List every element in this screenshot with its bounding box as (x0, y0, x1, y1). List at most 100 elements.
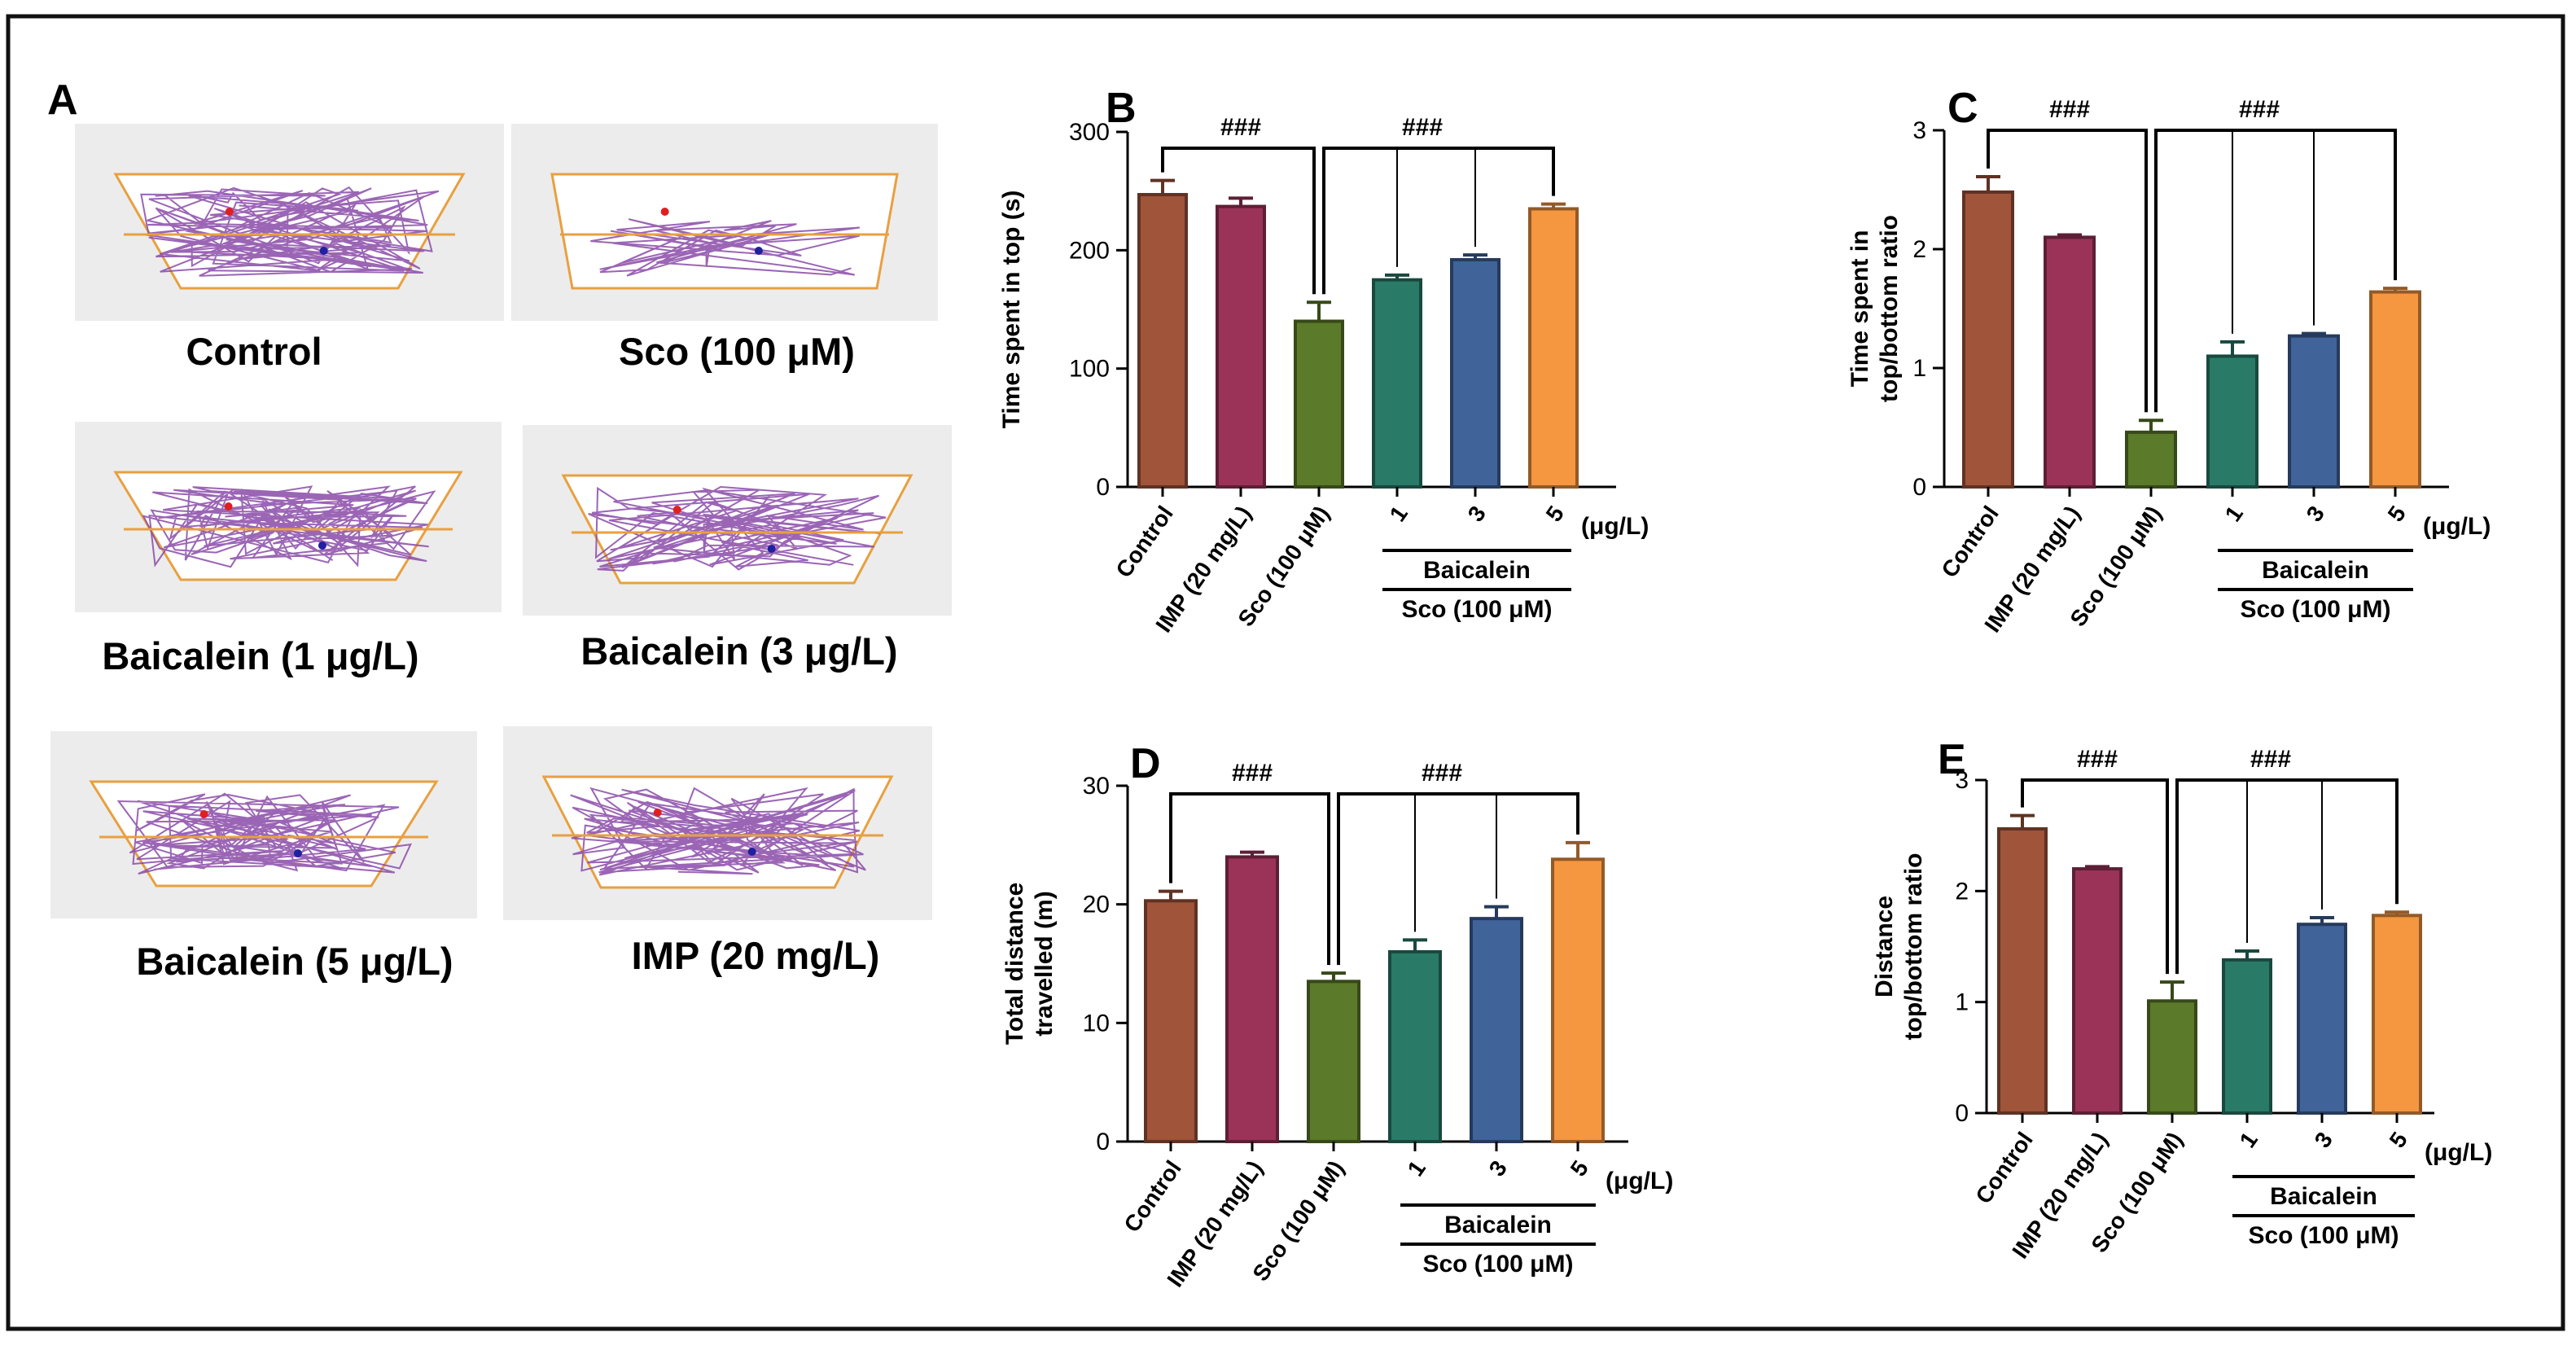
x-tick-label-c-0: Control (1936, 502, 2003, 582)
sig-label-1-c: ### (2049, 96, 2090, 123)
end-marker-control (319, 247, 328, 255)
sig-label-1-b: ### (1220, 114, 1261, 141)
x-tick-label-c-5: 5 (2383, 502, 2411, 527)
bar-c-4 (2288, 334, 2340, 489)
bar-b-3 (1372, 278, 1422, 489)
bar-b-4 (1450, 257, 1500, 489)
bar-b-0 (1137, 193, 1188, 489)
swim-path-control (140, 186, 440, 277)
unit-label-c: (μg/L) (2423, 513, 2491, 540)
y-tick-label-e-2: 2 (1955, 878, 1969, 905)
unit-label-d: (μg/L) (1606, 1168, 1673, 1194)
y-tick-label-c-0: 0 (1912, 474, 1926, 501)
x-tick-label-e-5: 5 (2385, 1128, 2412, 1153)
track-label-control: Control (186, 330, 322, 373)
start-marker-control (225, 208, 234, 216)
y-tick-label-d-0: 0 (1096, 1129, 1110, 1155)
x-tick-label-e-4: 3 (2310, 1128, 2337, 1153)
sig-label-2-d: ### (1422, 760, 1462, 787)
bar-e-3 (2222, 958, 2272, 1115)
y-tick-label-d-2: 20 (1083, 892, 1110, 918)
figure-border (6, 14, 2565, 1331)
end-marker-baicalein3 (767, 545, 776, 553)
bar-c-2 (2125, 430, 2177, 489)
track-panels (50, 124, 952, 920)
y-axis-title-line-d-0: Total distance (1001, 883, 1028, 1045)
sig-bracket-2-b (1322, 147, 1555, 295)
y-axis-title-line-e-1: top/bottom ratio (1900, 853, 1927, 1041)
bar-d-4 (1470, 917, 1523, 1143)
bar-e-1 (2072, 867, 2123, 1115)
bar-e-4 (2297, 923, 2347, 1115)
swim-path-imp (570, 787, 866, 876)
y-tick-label-b-3: 300 (1069, 119, 1110, 146)
y-tick-label-b-2: 200 (1069, 237, 1110, 264)
y-tick-label-b-1: 100 (1069, 356, 1110, 383)
sig-bracket-1-b (1161, 147, 1316, 295)
bar-e-5 (2372, 914, 2422, 1115)
bar-c-3 (2206, 354, 2258, 489)
swim-path-sco (590, 218, 861, 277)
start-marker-baicalein5 (199, 810, 208, 818)
unit-label-e: (μg/L) (2425, 1139, 2492, 1166)
x-tick-label-b-4: 3 (1463, 502, 1491, 527)
label-e: E (1938, 736, 1966, 783)
x-tick-label-e-0: Control (1970, 1128, 2037, 1208)
y-tick-label-e-0: 0 (1955, 1100, 1969, 1127)
bar-b-5 (1528, 207, 1579, 489)
label-b: B (1106, 85, 1137, 132)
swim-path-baicalein3 (588, 485, 887, 572)
bar-d-1 (1225, 855, 1279, 1144)
x-tick-label-c-4: 3 (2302, 502, 2329, 527)
track-label-baicalein1: Baicalein (1 μg/L) (102, 634, 418, 677)
y-tick-label-c-2: 2 (1912, 236, 1926, 263)
sig-bracket-1-e (2021, 778, 2169, 975)
baicalein-label-c: Baicalein (2262, 557, 2369, 584)
start-marker-sco (660, 208, 669, 216)
y-axis-title-line-b-0: Time spent in top (s) (998, 191, 1025, 429)
start-marker-baicalein1 (224, 502, 233, 511)
start-marker-imp (653, 809, 662, 817)
track-label-baicalein3: Baicalein (3 μg/L) (580, 629, 897, 673)
x-tick-label-b-0: Control (1111, 502, 1177, 582)
y-tick-label-c-3: 3 (1912, 117, 1926, 144)
bar-b-1 (1216, 204, 1266, 489)
sig-bracket-1-c (1987, 129, 2148, 413)
bar-d-5 (1551, 857, 1605, 1144)
unit-label-b: (μg/L) (1581, 513, 1649, 540)
track-label-baicalein5: Baicalein (5 μg/L) (136, 940, 453, 983)
y-tick-label-c-1: 1 (1912, 355, 1926, 382)
sig-label-1-e: ### (2077, 746, 2118, 773)
y-axis-title-line-d-1: travelled (m) (1031, 891, 1058, 1036)
bar-c-0 (1962, 190, 2014, 489)
bar-c-1 (2044, 235, 2096, 489)
bar-e-0 (1997, 826, 2048, 1116)
end-marker-baicalein1 (318, 541, 326, 550)
sig-bracket-2-e (2175, 778, 2399, 975)
start-marker-baicalein3 (672, 506, 681, 514)
end-marker-baicalein5 (293, 849, 302, 857)
sig-label-2-e: ### (2250, 746, 2291, 773)
swim-path-baicalein1 (142, 485, 436, 568)
sig-bracket-1-d (1169, 792, 1330, 966)
sco-group-label-b: Sco (100 μM) (1401, 596, 1552, 623)
x-tick-label-d-5: 5 (1566, 1156, 1593, 1181)
y-axis-title-b: Time spent in top (s) (998, 191, 1025, 429)
y-axis-title-line-c-0: Time spent in (1847, 230, 1873, 388)
bar-d-3 (1388, 949, 1442, 1144)
x-tick-label-d-0: Control (1119, 1156, 1185, 1237)
sco-group-label-e: Sco (100 μM) (2248, 1222, 2399, 1249)
bar-d-2 (1307, 980, 1360, 1143)
x-tick-label-b-3: 1 (1385, 502, 1413, 527)
track-label-sco: Sco (100 μM) (619, 330, 855, 373)
bar-e-2 (2147, 999, 2197, 1116)
bar-c-5 (2369, 290, 2421, 489)
y-axis-title-e: Distance top/bottom ratio (1871, 853, 1927, 1041)
baicalein-label-b: Baicalein (1423, 557, 1531, 584)
y-axis-title-line-c-1: top/bottom ratio (1876, 215, 1903, 402)
x-tick-label-d-3: 1 (1403, 1156, 1430, 1181)
y-tick-label-d-1: 10 (1083, 1010, 1110, 1037)
